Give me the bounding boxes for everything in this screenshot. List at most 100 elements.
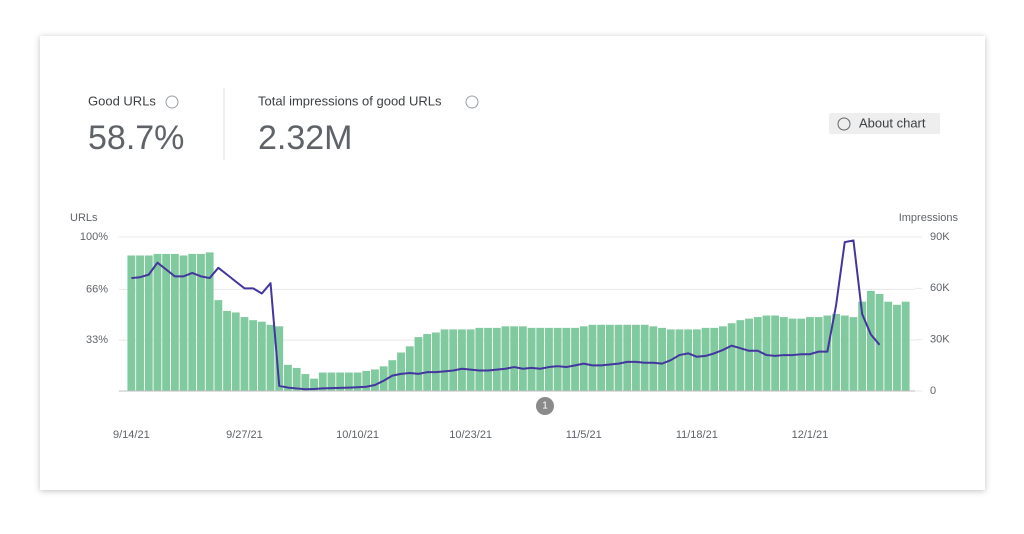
bar [240,317,249,391]
metric-label: Total impressions of good URLs [258,93,442,108]
y-tick-label: 33% [86,334,108,346]
bar [605,324,614,391]
bar [492,327,501,391]
bar [475,327,484,391]
bar [144,255,153,391]
bar [614,324,623,391]
bar [449,329,458,391]
bar [310,378,318,391]
bar [518,326,527,391]
bar [771,315,780,391]
help-icon[interactable] [465,95,479,109]
bar [710,327,719,391]
metric-value: 58.7% [88,119,184,157]
bar [545,327,553,391]
bar [414,337,423,391]
bar [301,374,310,391]
bar [632,324,640,391]
about-button-label[interactable]: About chart [859,115,926,130]
bar [371,369,379,391]
bar [745,318,753,391]
bar [397,352,405,391]
bar [884,301,893,391]
about-button[interactable] [829,113,940,134]
bar [231,312,240,391]
bar [257,321,266,391]
bar [692,329,701,391]
bar [223,310,231,391]
bar [588,324,597,391]
bar [649,326,658,391]
bar [501,326,510,391]
bar [292,367,301,391]
x-tick-label: 11/5/21 [566,429,602,441]
bar [318,372,327,391]
y2-tick-label: 30K [930,334,950,346]
x-tick-label: 9/27/21 [226,429,263,441]
bar [423,334,432,391]
bar [484,327,492,391]
bar [762,315,771,391]
bar [893,304,901,391]
annotation-label: 1 [542,401,548,412]
impressions-line [131,239,881,391]
bar [170,253,179,391]
bar [814,317,823,391]
bar [153,253,162,391]
y2-tick-label: 0 [930,385,936,397]
bar [284,364,292,391]
bar [640,324,649,391]
bar [249,320,258,391]
bar [727,323,736,391]
bar [684,329,693,391]
bar [840,315,849,391]
bar [562,327,571,391]
bar [536,327,545,391]
bar [823,315,832,391]
bar [658,327,666,391]
bar [866,290,875,391]
metric-value: 2.32M [258,119,353,157]
bar [197,253,205,391]
bar [336,372,345,391]
bar [179,255,188,391]
annotation-marker[interactable] [536,397,554,415]
bar [362,370,371,391]
bar [379,366,388,391]
bar [162,253,171,391]
bar [675,329,684,391]
bar [344,372,353,391]
bar [701,327,710,391]
bar [188,253,197,391]
x-tick-label: 12/1/21 [792,429,829,441]
y2-tick-label: 60K [930,282,950,294]
bar [858,301,867,391]
bar [901,301,910,391]
x-tick-label: 9/14/21 [113,429,150,441]
bar [327,372,336,391]
bar [266,324,275,391]
x-tick-label: 11/18/21 [676,429,718,441]
bar [849,317,858,391]
bar [623,324,632,391]
help-icon[interactable] [165,95,179,109]
bar [136,255,144,391]
bar [405,346,414,391]
bar [431,332,440,391]
x-tick-label: 10/10/21 [336,429,379,441]
bar [440,329,449,391]
info-icon [837,117,851,131]
bar [719,326,727,391]
bar [571,327,579,391]
bar [832,314,840,391]
bar [205,252,214,391]
bar [466,329,475,391]
bar [597,324,606,391]
y2-tick-label: 90K [930,231,950,243]
bar [127,255,136,391]
bar [553,327,562,391]
bar [527,327,536,391]
bar [579,326,588,391]
